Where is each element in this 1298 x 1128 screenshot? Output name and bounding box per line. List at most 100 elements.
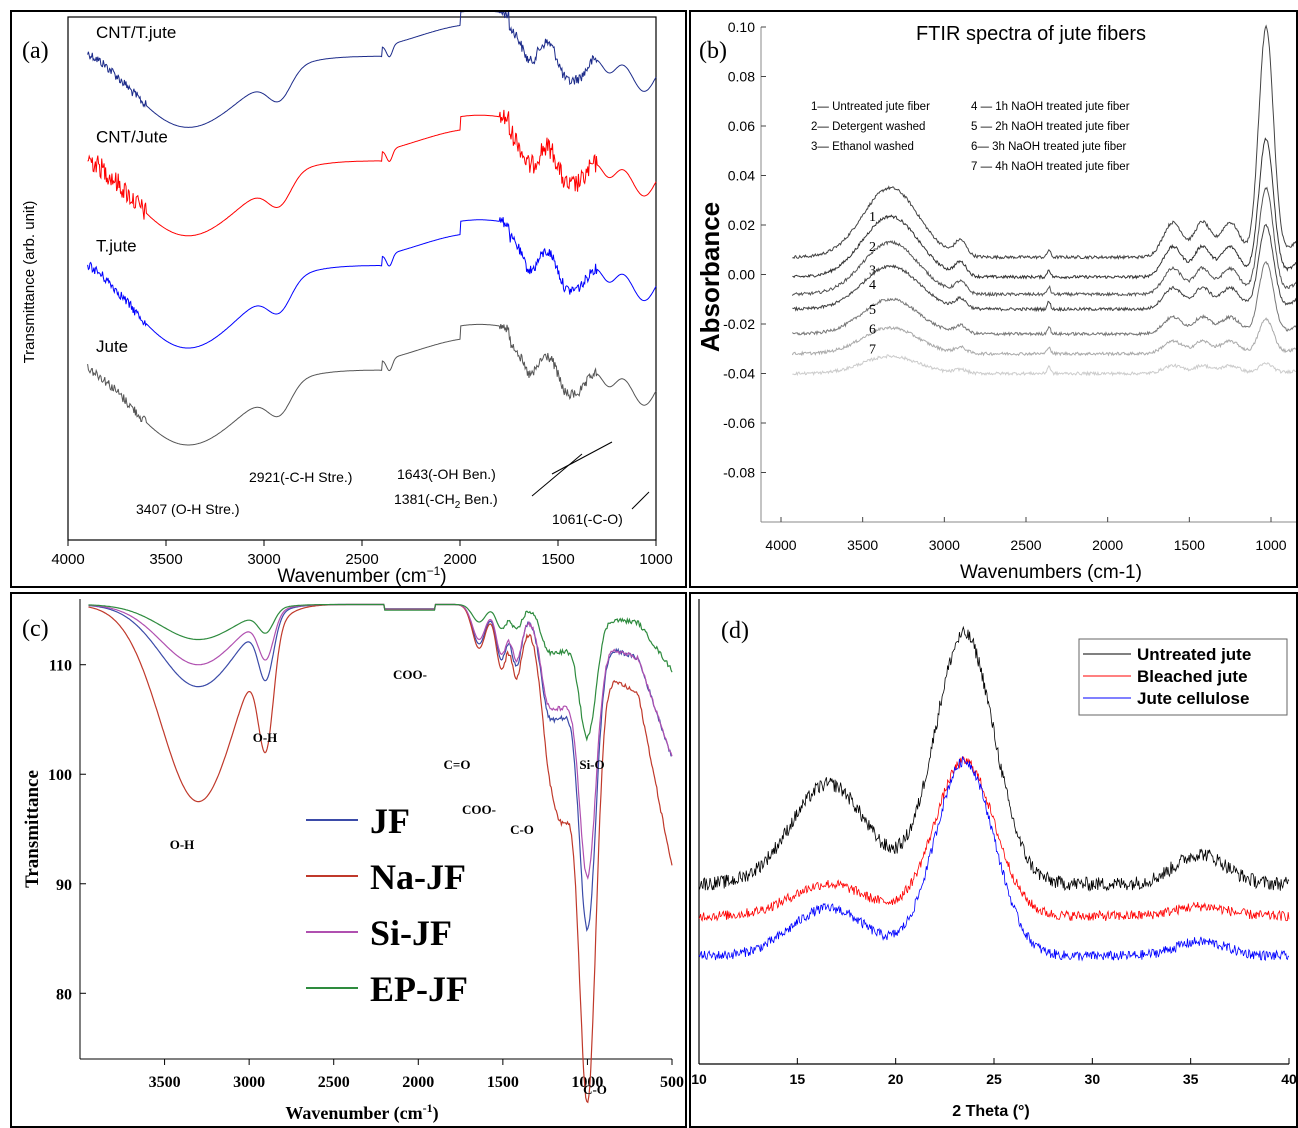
x-tick-label: 1000 bbox=[1255, 537, 1286, 553]
series-label: 5 bbox=[869, 303, 876, 318]
annotation-arrow bbox=[551, 441, 613, 475]
series-label: CNT/T.jute bbox=[96, 23, 176, 42]
x-tick-label: 35 bbox=[1183, 1071, 1199, 1087]
series-line-Bleached jute bbox=[698, 756, 1290, 922]
y-tick-label: 80 bbox=[56, 986, 72, 1003]
y-axis-label: Transmittance bbox=[22, 770, 43, 888]
panel-label: (c) bbox=[22, 616, 49, 642]
x-tick-label: 2500 bbox=[318, 1074, 350, 1091]
x-axis-label: Wavenumber (cm-1) bbox=[285, 1101, 438, 1124]
series-line-6 bbox=[791, 317, 1296, 357]
x-tick-label: 40 bbox=[1281, 1071, 1297, 1087]
y-tick-label: 0.04 bbox=[728, 168, 755, 184]
legend-label: Si-JF bbox=[370, 913, 452, 953]
legend-label: JF bbox=[370, 801, 410, 841]
x-tick-label: 3500 bbox=[149, 1074, 181, 1091]
y-tick-label: -0.06 bbox=[723, 415, 755, 431]
series-label: 6 bbox=[869, 323, 876, 338]
legend-item: 5 — 2h NaOH treated jute fiber bbox=[971, 121, 1130, 133]
panel-a: 4000 3500 3000 2500 2000 1500 1000 Wavenumber (… bbox=[10, 10, 687, 588]
legend-item: 6— 3h NaOH treated jute fiber bbox=[971, 141, 1126, 153]
x-tick-label: 3500 bbox=[847, 537, 878, 553]
x-tick-label: 2500 bbox=[1010, 537, 1041, 553]
panel-label: (a) bbox=[22, 38, 49, 64]
y-tick-label: 90 bbox=[56, 877, 72, 894]
x-tick-label: 25 bbox=[986, 1071, 1002, 1087]
series-label: CNT/Jute bbox=[96, 128, 168, 147]
annotation-arrow bbox=[531, 453, 583, 497]
chart-b: 0.10 0.08 0.06 0.04 0.02 0.00 -0.02 -0.04 -0.06 -… bbox=[695, 19, 1296, 583]
chart-title: FTIR spectra of jute fibers bbox=[916, 23, 1146, 45]
x-tick-label: 1500 bbox=[541, 551, 574, 568]
y-tick-label: 0.06 bbox=[728, 118, 755, 134]
series-line-7 bbox=[792, 354, 1296, 377]
x-tick-label: 1000 bbox=[571, 1074, 603, 1091]
x-tick-label: 20 bbox=[888, 1071, 904, 1087]
series-line-5 bbox=[792, 261, 1296, 337]
legend-label: Bleached jute bbox=[1137, 667, 1248, 686]
series-line-CNT/Jute bbox=[87, 109, 657, 237]
series-line-EP-JF bbox=[88, 603, 673, 742]
series-label: Jute bbox=[96, 337, 128, 356]
x-tick-label: 4000 bbox=[765, 537, 796, 553]
x-axis-label: Wavenumber (cm−1) bbox=[277, 564, 446, 587]
y-tick-label: 110 bbox=[49, 658, 72, 675]
y-tick-label: -0.08 bbox=[723, 465, 755, 481]
series-label: T.jute bbox=[96, 236, 137, 255]
legend-item: 2— Detergent washed bbox=[811, 121, 925, 133]
series-label: 7 bbox=[869, 343, 876, 358]
chart-c: 110 100 90 80 3500 3000 2500 2000 1500 1000 500 Wav… bbox=[22, 599, 684, 1124]
legend-box bbox=[1078, 638, 1288, 716]
legend-item: 7 — 4h NaOH treated jute fiber bbox=[971, 161, 1130, 173]
series-label: 4 bbox=[869, 278, 876, 293]
annotation: C-O bbox=[583, 1082, 607, 1097]
y-tick-label: 0.00 bbox=[728, 267, 755, 283]
annotation: 3407 (O-H Stre.) bbox=[136, 501, 239, 517]
annotation-arrow bbox=[631, 491, 650, 510]
y-tick-label: 100 bbox=[48, 767, 72, 784]
legend-label: EP-JF bbox=[370, 969, 468, 1009]
series-line-Na-JF bbox=[88, 603, 673, 1104]
panel-label: (d) bbox=[721, 618, 749, 644]
x-tick-label: 2000 bbox=[443, 551, 476, 568]
x-tick-label: 1500 bbox=[1174, 537, 1205, 553]
annotation: C-O bbox=[510, 822, 534, 837]
series-line-3 bbox=[791, 186, 1296, 298]
series-line-T.jute bbox=[87, 217, 657, 349]
y-axis-label: Absorbance bbox=[695, 202, 725, 352]
chart-d: 10 15 20 25 30 35 40 2 Theta (°) (d) Untreated ju… bbox=[691, 599, 1297, 1120]
x-tick-label: 3000 bbox=[233, 1074, 265, 1091]
x-tick-label: 4000 bbox=[51, 551, 84, 568]
legend-item: 3— Ethanol washed bbox=[811, 141, 914, 153]
series-label: 2 bbox=[869, 240, 876, 255]
x-tick-label: 1000 bbox=[639, 551, 672, 568]
y-tick-label: 0.02 bbox=[728, 217, 755, 233]
series-line-Jute bbox=[87, 323, 657, 446]
annotation: Si-O bbox=[579, 757, 604, 772]
series-line-1 bbox=[792, 24, 1296, 261]
annotation: 2921(-C-H Stre.) bbox=[249, 469, 352, 485]
series-line-4 bbox=[792, 223, 1296, 313]
annotation: COO- bbox=[462, 802, 496, 817]
panel-b: 0.10 0.08 0.06 0.04 0.02 0.00 -0.02 -0.04 -0.06 -… bbox=[689, 10, 1298, 588]
plot-frame bbox=[67, 16, 657, 541]
x-tick-label: 2000 bbox=[402, 1074, 434, 1091]
x-axis-label: Wavenumbers (cm-1) bbox=[960, 562, 1142, 583]
series-label: 3 bbox=[869, 263, 876, 278]
annotation: 1381(-CH2 Ben.) bbox=[394, 491, 498, 511]
x-tick-label: 2000 bbox=[1092, 537, 1123, 553]
chart-a: 4000 3500 3000 2500 2000 1500 1000 Wavenumber (… bbox=[21, 12, 673, 587]
annotation: COO- bbox=[393, 667, 427, 682]
annotation: 1643(-OH Ben.) bbox=[397, 466, 496, 482]
x-tick-label: 10 bbox=[691, 1071, 707, 1087]
legend-item: 4 — 1h NaOH treated jute fiber bbox=[971, 101, 1130, 113]
series-line-Jute cellulose bbox=[698, 756, 1290, 962]
series-line-CNT/T.jute bbox=[87, 12, 657, 128]
legend-label: Na-JF bbox=[370, 857, 466, 897]
annotation: O-H bbox=[170, 837, 195, 852]
x-tick-label: 500 bbox=[660, 1074, 684, 1091]
y-tick-label: -0.04 bbox=[723, 366, 755, 382]
legend-label: Jute cellulose bbox=[1137, 689, 1249, 708]
x-tick-label: 3000 bbox=[929, 537, 960, 553]
annotation: O-H bbox=[253, 730, 278, 745]
